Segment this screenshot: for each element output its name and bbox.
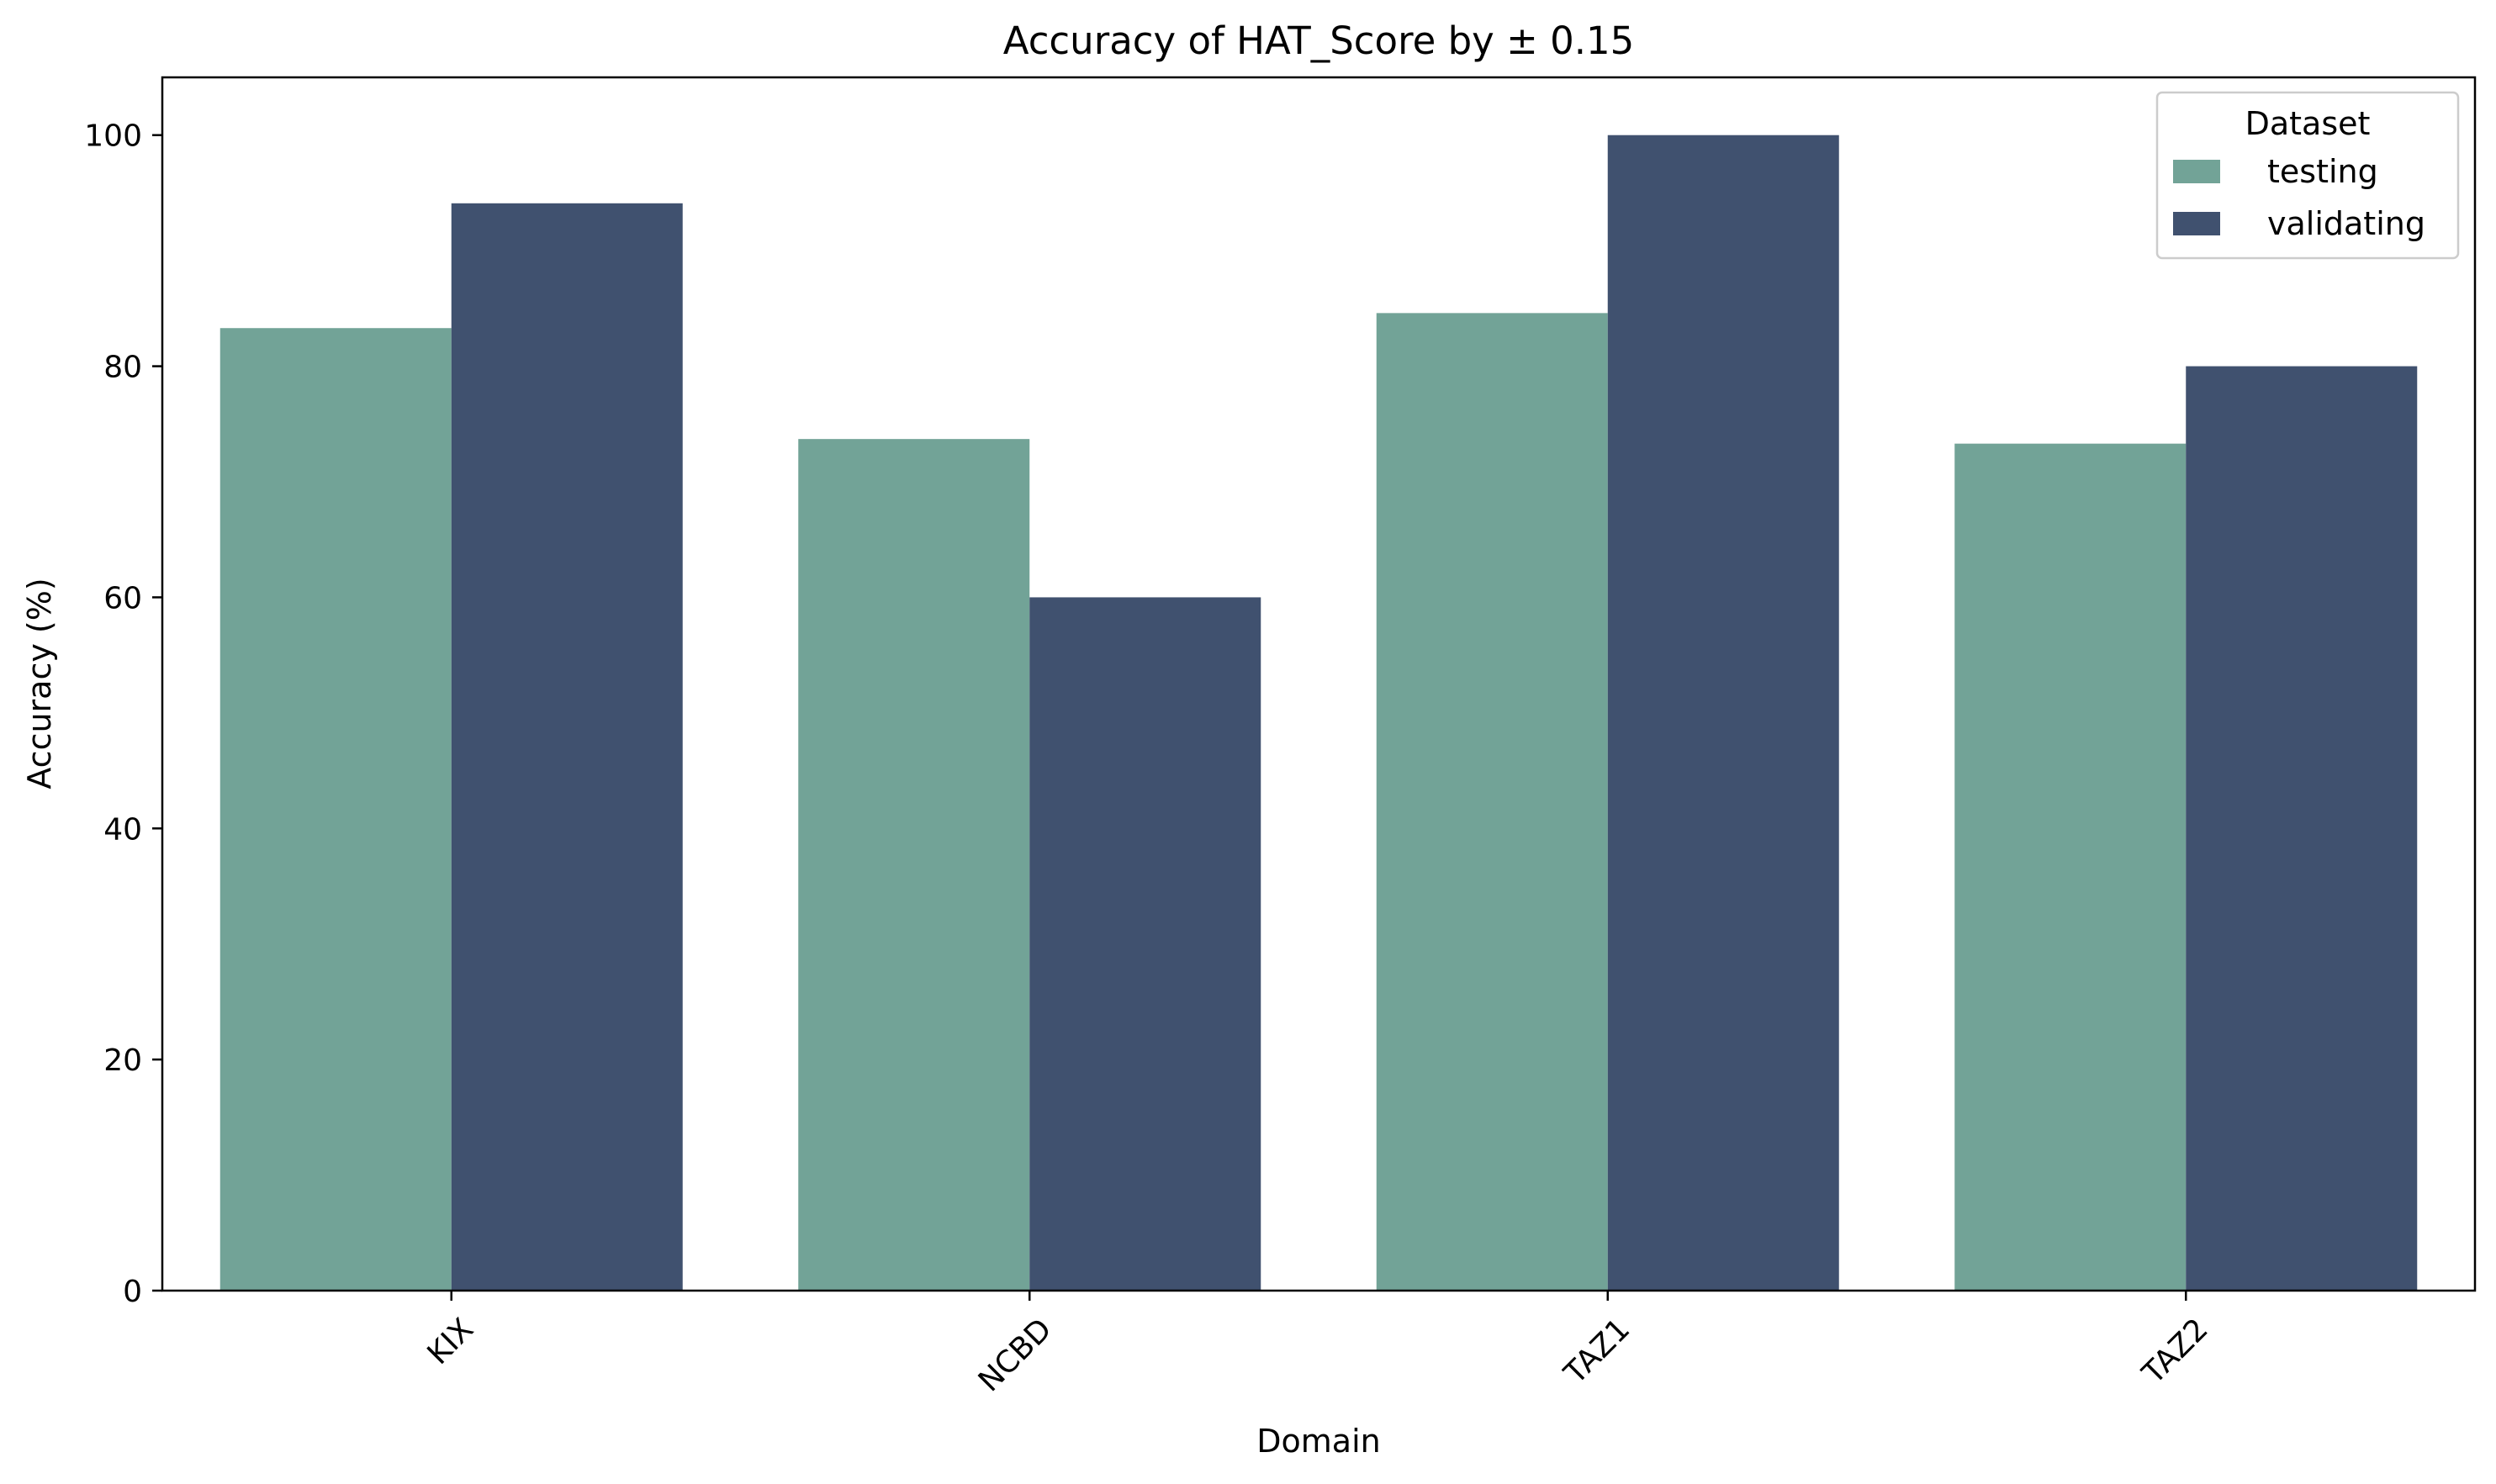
y-tick-label: 80	[103, 351, 142, 385]
bar-taz1-validating	[1607, 135, 1839, 1291]
bar-taz2-validating	[2186, 366, 2418, 1291]
y-tick-label: 100	[84, 119, 142, 154]
bar-ncbd-validating	[1029, 597, 1261, 1291]
bar-taz1-testing	[1376, 313, 1608, 1291]
legend-title: Dataset	[2245, 105, 2371, 142]
bar-ncbd-testing	[798, 439, 1030, 1291]
legend-box	[2155, 91, 2460, 260]
legend-swatch-testing	[2173, 160, 2220, 183]
chart-title: Accuracy of HAT_Score by ± 0.15	[1003, 18, 1635, 63]
legend: Dataset testing validating	[2155, 91, 2460, 260]
y-tick-label: 40	[103, 812, 142, 847]
legend-swatch-validating	[2173, 212, 2220, 235]
bars-group	[219, 135, 2418, 1291]
bar-taz2-testing	[1954, 443, 2187, 1291]
legend-label-testing: testing	[2267, 153, 2378, 190]
y-axis-title: Accuracy (%)	[21, 578, 58, 789]
y-axis: 0 20 40 60 80 100	[84, 119, 162, 1309]
y-tick-label: 20	[103, 1043, 142, 1078]
legend-label-validating: validating	[2267, 205, 2425, 242]
bar-kix-testing	[219, 328, 452, 1291]
bar-kix-validating	[451, 203, 683, 1291]
y-tick-label: 60	[103, 581, 142, 615]
x-axis-title: Domain	[1256, 1423, 1380, 1460]
y-tick-label: 0	[123, 1275, 142, 1309]
plot-frame	[161, 76, 2477, 1292]
